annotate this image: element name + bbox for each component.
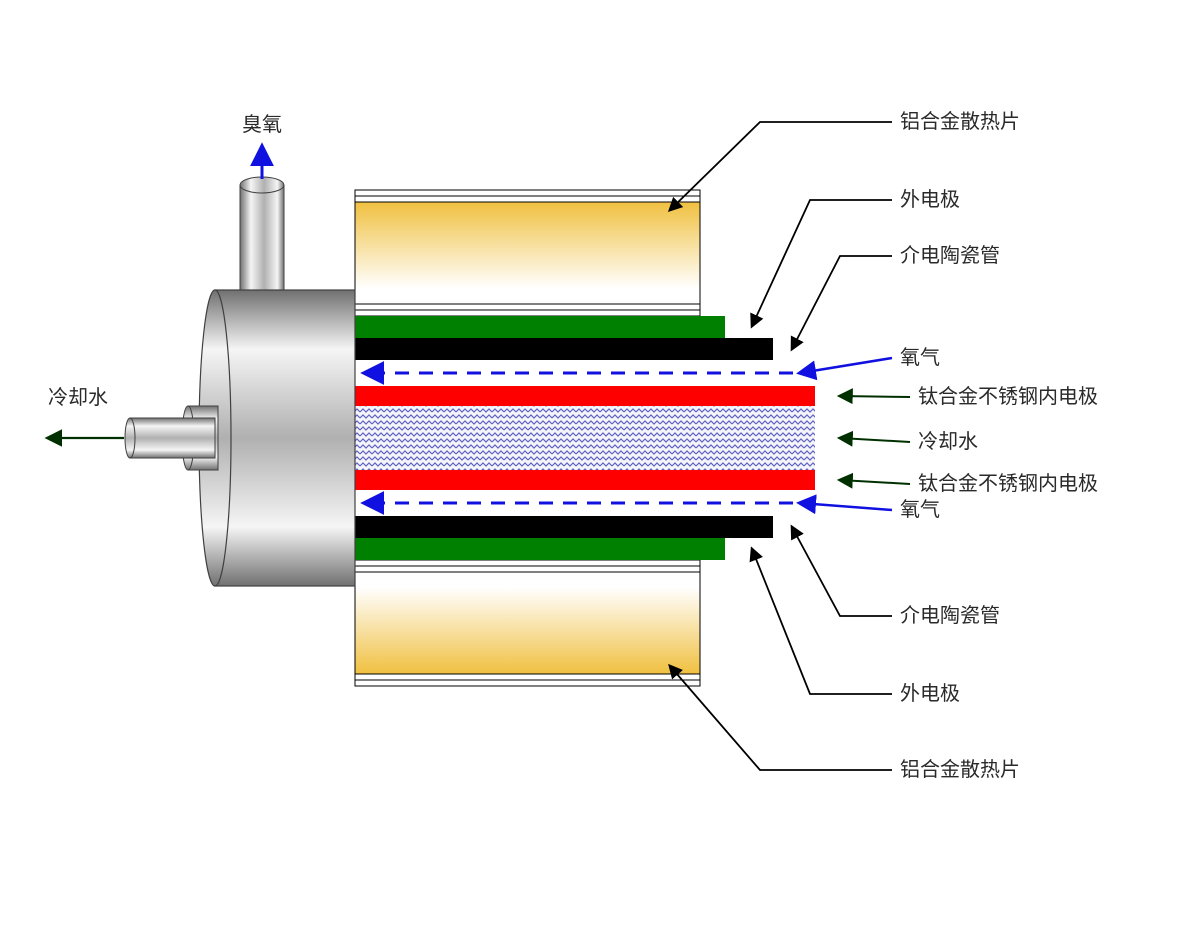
outer-electrode-bot-lead — [752, 549, 892, 694]
inner-electrode-top-lead — [840, 396, 910, 397]
flange-body — [215, 290, 355, 586]
ceramic-top-label: 介电陶瓷管 — [900, 244, 1000, 267]
inner-electrode-top-label: 钛合金不锈钢内电极 — [918, 385, 1098, 408]
heatsink-top-label: 铝合金散热片 — [900, 110, 1020, 133]
cooling-water-right-lead — [840, 438, 910, 442]
label-ozone: 臭氧 — [242, 113, 282, 136]
inner-electrode-bot-lead — [840, 480, 910, 484]
shaft — [130, 418, 215, 458]
ceramic-bot-label: 介电陶瓷管 — [900, 604, 1000, 627]
heatsink-top — [355, 190, 700, 316]
heatsink-top-lead — [670, 122, 892, 210]
label-cooling-water-left: 冷却水 — [48, 386, 108, 409]
inner-electrode-top — [355, 386, 815, 406]
oxygen-bot-label: 氧气 — [900, 498, 940, 521]
ozone-nozzle-top — [240, 177, 284, 193]
heatsink-bot-label: 铝合金散热片 — [900, 758, 1020, 781]
outer-electrode-bot — [355, 538, 725, 560]
heatsink-bot — [355, 560, 700, 686]
outer-electrode-top-lead — [752, 200, 892, 326]
oxygen-bot-lead — [800, 503, 892, 510]
outer-electrode-top — [355, 316, 725, 338]
outer-electrode-top-label: 外电极 — [900, 188, 960, 211]
oxygen-top-label: 氧气 — [900, 346, 940, 369]
inner-electrode-bot — [355, 470, 815, 490]
cooling-water-core — [355, 406, 815, 470]
cooling-water-right-label: 冷却水 — [918, 430, 978, 453]
oxygen-top-lead — [800, 358, 892, 373]
ceramic-tube-top — [355, 338, 773, 360]
ozone-nozzle — [240, 185, 284, 290]
ceramic-top-lead — [792, 256, 892, 349]
ceramic-bot-lead — [792, 527, 892, 616]
heatsink-bot-lead — [670, 666, 892, 770]
inner-electrode-bot-label: 钛合金不锈钢内电极 — [918, 472, 1098, 495]
outer-electrode-bot-label: 外电极 — [900, 682, 960, 705]
ceramic-tube-bot — [355, 516, 773, 538]
